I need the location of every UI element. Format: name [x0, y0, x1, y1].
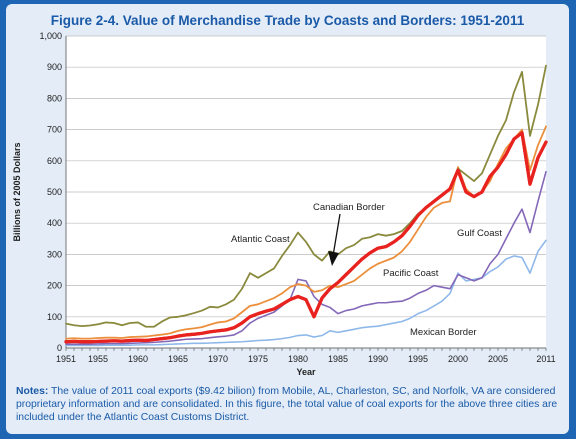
x-tick-label: 1990 — [368, 354, 388, 364]
label-mexican-border: Mexican Border — [410, 327, 477, 338]
y-tick-label: 600 — [47, 156, 62, 166]
x-tick-label: 1951 — [56, 354, 76, 364]
figure-frame: Figure 2-4. Value of Merchandise Trade b… — [6, 4, 569, 434]
x-tick-label: 2011 — [536, 354, 555, 364]
label-canadian-border: Canadian Border — [313, 202, 385, 213]
x-tick-label: 1970 — [208, 354, 228, 364]
x-tick-label: 2000 — [448, 354, 468, 364]
x-tick-label: 1980 — [288, 354, 308, 364]
y-axis-ticks: 0 100 200 300 400 500 600 700 800 900 1,000 — [39, 31, 62, 353]
series-lines — [64, 64, 548, 347]
x-tick-label: 1985 — [328, 354, 348, 364]
y-tick-label: 500 — [47, 187, 62, 197]
y-axis-label: Billions of 2005 Dollars — [12, 142, 22, 241]
x-axis-ticks: 1951 1955 1960 1965 1970 1975 1980 1985 1990 1995… — [56, 36, 556, 364]
x-tick-label: 1965 — [168, 354, 188, 364]
y-tick-label: 1,000 — [39, 31, 62, 41]
x-tick-label: 1960 — [128, 354, 148, 364]
y-tick-label: 900 — [47, 62, 62, 72]
notes: Notes: The value of 2011 coal exports ($… — [16, 385, 564, 424]
notes-label: Notes: — [16, 386, 49, 397]
x-axis-label: Year — [296, 367, 316, 377]
y-tick-label: 800 — [47, 93, 62, 103]
series-line-atlantic-coast — [65, 64, 547, 328]
y-tick-label: 700 — [47, 125, 62, 135]
chart-title: Figure 2-4. Value of Merchandise Trade b… — [50, 13, 525, 28]
x-tick-label: 1995 — [408, 354, 428, 364]
series-line-mexican-border — [65, 239, 547, 347]
arrow-head — [328, 251, 339, 266]
series-line-gulf-coast — [65, 170, 547, 346]
y-tick-label: 300 — [47, 249, 62, 259]
y-tick-label: 200 — [47, 281, 62, 291]
x-tick-label: 1955 — [88, 354, 108, 364]
notes-text: The value of 2011 coal exports ($9.42 bi… — [16, 386, 558, 423]
canadian-border-arrow — [332, 213, 341, 257]
y-tick-label: 400 — [47, 218, 62, 228]
label-atlantic-coast: Atlantic Coast — [231, 234, 290, 245]
series-line-canadian-border-top — [64, 131, 548, 344]
y-tick-label: 100 — [47, 312, 62, 322]
label-pacific-coast: Pacific Coast — [383, 268, 439, 279]
label-gulf-coast: Gulf Coast — [457, 228, 502, 239]
x-tick-label: 1975 — [248, 354, 268, 364]
y-tick-label: 0 — [57, 343, 62, 353]
x-tick-label: 2005 — [488, 354, 508, 364]
